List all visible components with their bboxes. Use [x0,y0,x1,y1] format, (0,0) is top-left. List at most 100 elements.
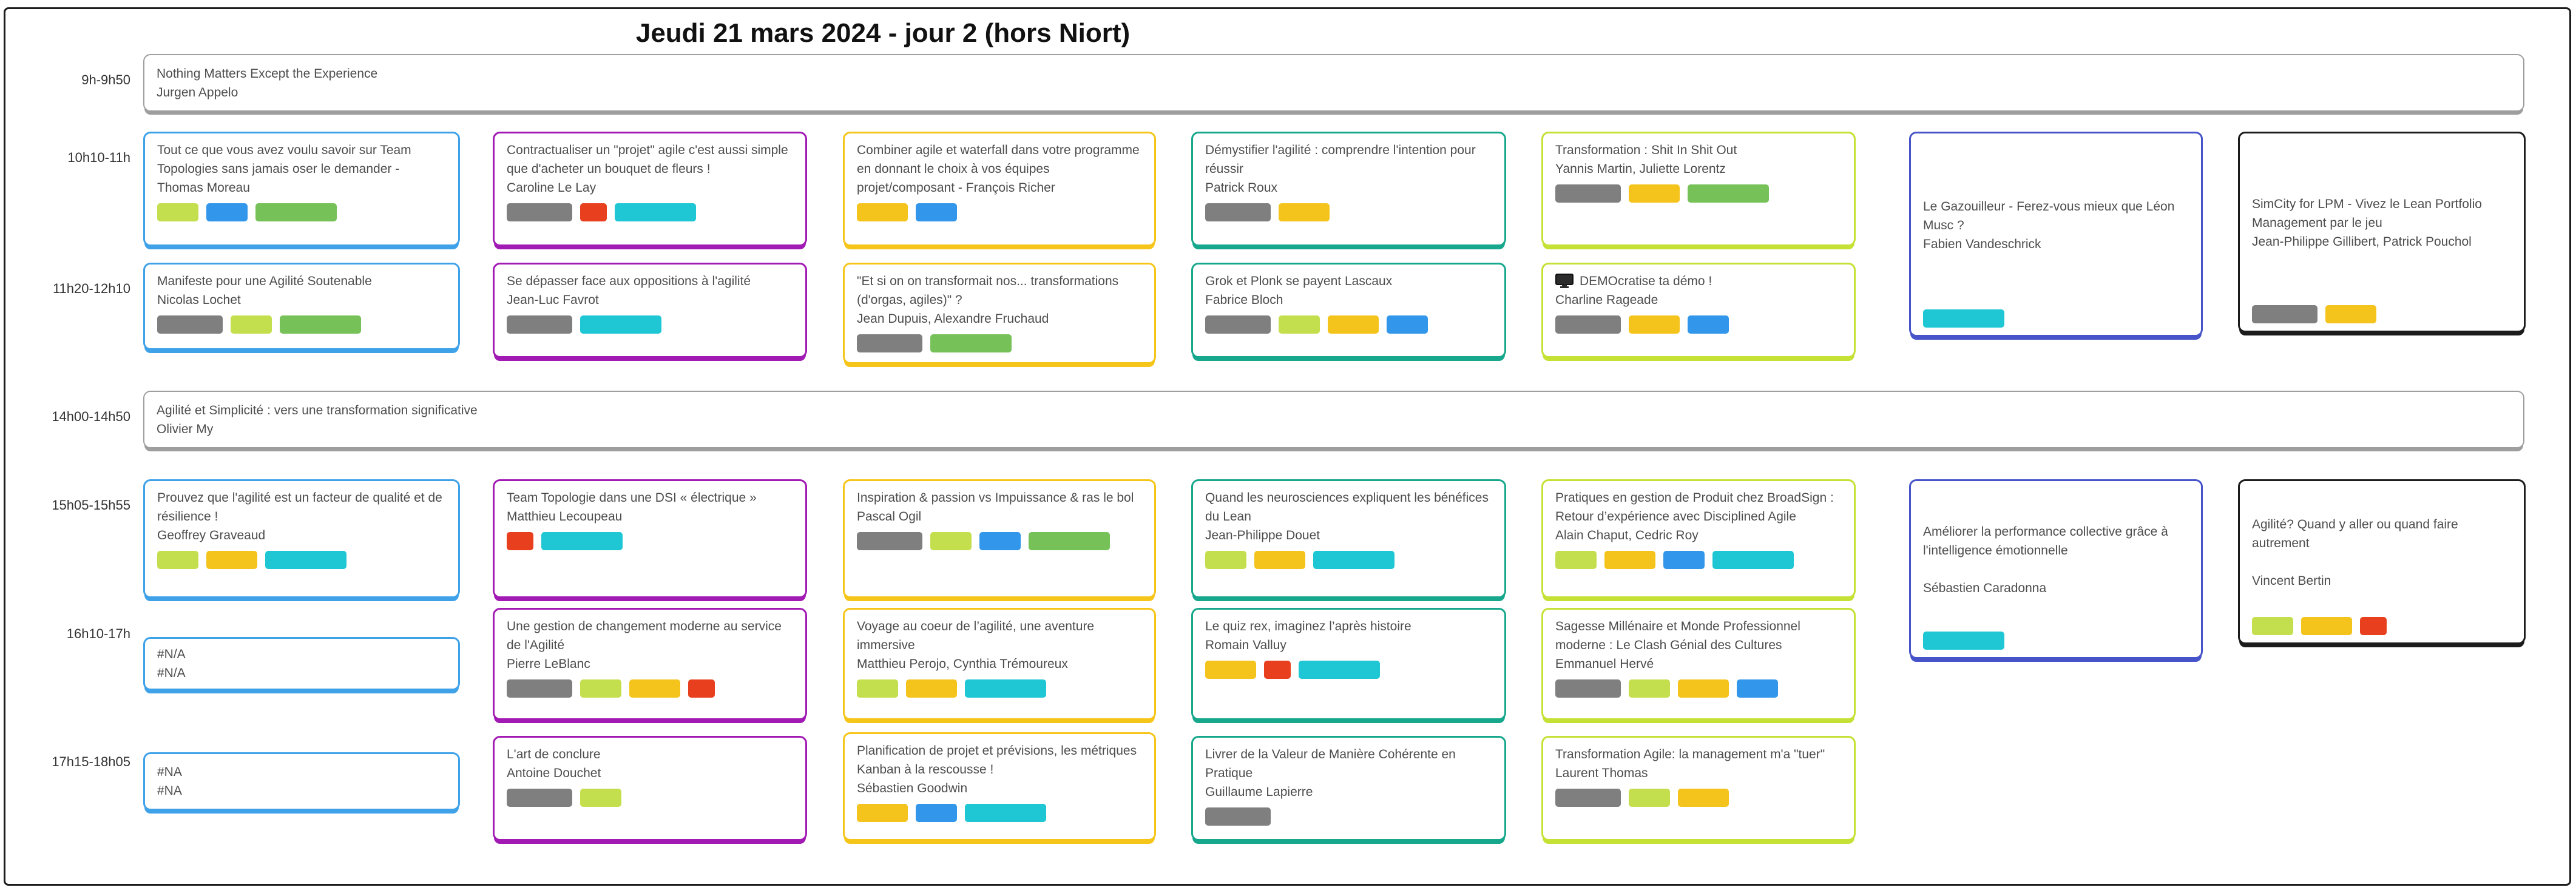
session-title-row: Démystifier l'agilité : comprendre l'int… [1205,141,1492,178]
session-card[interactable]: Démystifier l'agilité : comprendre l'int… [1191,132,1506,246]
session-title-row: L'art de conclure [507,745,793,764]
session-title: Agilité et Simplicité : vers une transfo… [157,403,478,417]
session-card[interactable]: Prouvez que l'agilité est un facteur de … [143,479,460,598]
session-title: Planification de projet et prévisions, l… [857,744,1137,777]
session-text: Manifeste pour une Agilité Soutenable Nic… [157,272,446,309]
session-card[interactable]: Agilité? Quand y aller ou quand faire au… [2238,479,2526,644]
tag-chip [580,203,607,221]
session-text: Planification de projet et prévisions, l… [857,741,1142,798]
session-speaker: Jurgen Appelo [157,85,238,99]
session-tags [1205,551,1492,569]
session-card[interactable]: Livrer de la Valeur de Manière Cohérente… [1191,736,1506,841]
tag-chip [965,804,1046,822]
tag-chip [1205,661,1256,679]
session-card[interactable]: Le Gazouilleur - Ferez-vous mieux que Lé… [1909,132,2203,337]
session-tags [857,203,1142,221]
tag-chip [857,334,922,352]
session-card[interactable]: "Et si on on transformait nos... transfo… [843,263,1156,364]
tag-chip [507,789,572,807]
tag-chip [2360,617,2387,635]
session-title-row: Se dépasser face aux oppositions à l'agi… [507,272,793,291]
tag-chip [231,315,272,334]
tag-chip [1328,315,1379,334]
session-speaker: Pascal Ogil [857,510,922,524]
session-card[interactable]: Agilité et Simplicité : vers une transfo… [143,391,2524,448]
session-speaker: Patrick Roux [1205,181,1278,195]
session-tags [1923,309,2189,328]
session-tags [507,532,793,550]
tag-chip [507,203,572,221]
tag-chip [857,679,898,698]
session-card[interactable]: Contractualiser un "projet" agile c'est … [493,132,807,246]
session-title-row: Sagesse Millénaire et Monde Professionne… [1555,617,1842,655]
session-card[interactable]: Tout ce que vous avez voulu savoir sur T… [143,132,460,246]
tag-chip [1688,184,1769,203]
tag-chip [1205,551,1246,569]
session-title-row: Inspiration & passion vs Impuissance & r… [857,488,1142,507]
tag-chip [2252,617,2293,635]
time-label: 17h15-18h05 [52,754,130,769]
session-text: Transformation Agile: la management m'a … [1555,745,1842,783]
tag-chip [1205,203,1271,221]
session-card[interactable]: Transformation : Shit In Shit Out Yannis … [1541,132,1856,246]
session-tags [507,679,793,698]
session-card[interactable]: Combiner agile et waterfall dans votre p… [843,132,1156,246]
session-speaker: Guillaume Lapierre [1205,785,1313,799]
tag-chip [965,679,1046,698]
session-tags [1555,184,1842,203]
session-card[interactable]: Grok et Plonk se payent Lascaux Fabrice B… [1191,263,1506,358]
session-card[interactable]: #N/A #N/A [143,637,460,690]
session-title: Sagesse Millénaire et Monde Professionne… [1555,619,1800,652]
session-card[interactable]: Team Topologie dans une DSI « électrique… [493,479,807,598]
session-card[interactable]: Transformation Agile: la management m'a … [1541,736,1856,841]
session-card[interactable]: Améliorer la performance collective grâc… [1909,479,2203,659]
tag-chip [157,315,223,334]
session-text: DEMOcratise ta démo ! Charline Rageade [1555,272,1842,309]
tag-chip [1737,679,1778,698]
session-speaker: Jean-Luc Favrot [507,293,599,307]
tag-chip [157,551,198,569]
session-text: #N/A #N/A [157,645,446,682]
tag-chip [1555,315,1621,334]
session-speaker: Alain Chaput, Cedric Roy [1555,528,1699,542]
session-card[interactable]: Quand les neurosciences expliquent les b… [1191,479,1506,598]
session-card[interactable]: Nothing Matters Except the Experience Jur… [143,54,2524,112]
session-card[interactable]: Inspiration & passion vs Impuissance & r… [843,479,1156,598]
session-card[interactable]: DEMOcratise ta démo ! Charline Rageade [1541,263,1856,358]
session-text: Sagesse Millénaire et Monde Professionne… [1555,617,1842,673]
session-card[interactable]: #NA #NA [143,752,460,810]
session-title: Contractualiser un "projet" agile c'est … [507,143,788,176]
session-speaker: #N/A [157,666,186,680]
time-label: 14h00-14h50 [52,409,130,424]
tag-chip [1678,679,1729,698]
schedule-frame [4,7,2571,886]
session-tags [1205,807,1492,826]
session-text: Grok et Plonk se payent Lascaux Fabrice B… [1205,272,1492,309]
session-tags [157,315,446,334]
tag-chip [1313,551,1394,569]
session-speaker: Jean-Philippe Douet [1205,528,1320,542]
tag-chip [1205,807,1271,826]
session-card[interactable]: Sagesse Millénaire et Monde Professionne… [1541,608,1856,720]
time-label: 16h10-17h [66,626,130,641]
session-card[interactable]: Planification de projet et prévisions, l… [843,732,1156,841]
session-card[interactable]: Manifeste pour une Agilité Soutenable Nic… [143,263,460,350]
session-card[interactable]: SimCity for LPM - Vivez le Lean Portfoli… [2238,132,2526,332]
tag-chip [541,532,623,550]
tag-chip [857,532,922,550]
session-card[interactable]: Voyage au coeur de l’agilité, une aventu… [843,608,1156,720]
tag-chip [930,334,1012,352]
session-card[interactable]: Pratiques en gestion de Produit chez Bro… [1541,479,1856,598]
session-card[interactable]: Une gestion de changement moderne au ser… [493,608,807,720]
session-card[interactable]: L'art de conclure Antoine Douchet [493,736,807,841]
tag-chip [916,804,957,822]
tag-chip [206,551,257,569]
tag-chip [507,679,572,698]
session-title: Manifeste pour une Agilité Soutenable [157,274,372,288]
tag-chip [916,203,957,221]
session-card[interactable]: Le quiz rex, imaginez l’après histoire Ro… [1191,608,1506,720]
tag-chip [507,315,572,334]
session-card[interactable]: Se dépasser face aux oppositions à l'agi… [493,263,807,358]
tag-chip [1604,551,1655,569]
session-title: Quand les neurosciences expliquent les b… [1205,491,1489,524]
